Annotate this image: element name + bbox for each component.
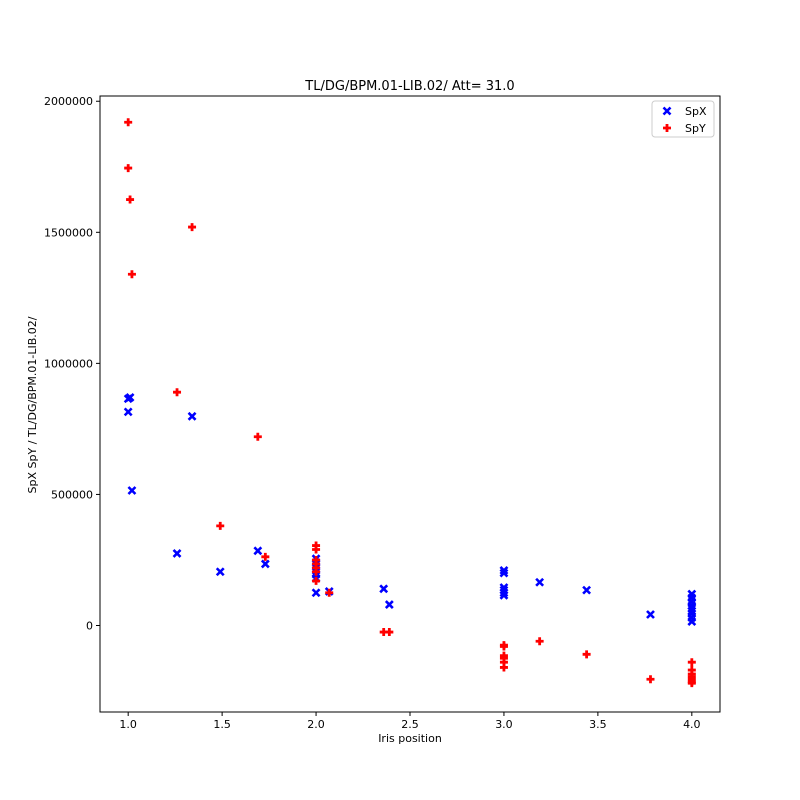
data-point-spy xyxy=(582,650,591,659)
data-point-spy xyxy=(687,679,696,688)
data-point-spy xyxy=(253,432,262,441)
data-point-spx xyxy=(499,590,509,600)
data-point-spx xyxy=(123,407,133,417)
x-tick-label: 2.0 xyxy=(307,718,325,731)
data-point-spy xyxy=(646,675,655,684)
data-point-spy xyxy=(499,663,508,672)
data-point-spy xyxy=(499,642,508,651)
data-point-spx xyxy=(646,610,655,619)
data-point-spy xyxy=(126,195,135,204)
data-point-spx xyxy=(172,548,182,558)
data-point-spy xyxy=(188,223,197,232)
series-spy xyxy=(124,118,696,688)
data-point-spx xyxy=(253,546,263,556)
data-point-spx xyxy=(125,393,135,402)
data-point-spx xyxy=(687,617,697,626)
y-tick-label: 1500000 xyxy=(44,226,93,239)
x-tick-label: 1.0 xyxy=(119,718,137,731)
legend-label-spx: SpX xyxy=(685,105,707,118)
data-point-spx xyxy=(379,584,389,594)
data-point-spy xyxy=(312,576,321,585)
series-spx xyxy=(123,393,697,626)
legend-marker-spx xyxy=(662,106,672,116)
data-marks xyxy=(123,118,697,688)
axes: 1.0 1.5 2.0 2.5 3.0 3.5 4.0 0 500000 1000000 15000… xyxy=(44,95,721,731)
data-point-spx xyxy=(311,588,321,598)
data-point-spx xyxy=(687,606,697,616)
data-point-spy xyxy=(124,164,133,173)
legend: SpX SpY xyxy=(651,100,715,138)
y-tick-label: 1000000 xyxy=(44,357,93,370)
x-tick-label: 4.0 xyxy=(683,718,701,731)
data-point-spx xyxy=(260,559,270,569)
x-tick-label: 3.0 xyxy=(495,718,513,731)
data-point-spx xyxy=(384,600,394,609)
data-point-spx xyxy=(499,568,509,578)
data-point-spy xyxy=(127,270,136,279)
data-point-spy xyxy=(312,567,321,576)
legend-marker-spy xyxy=(663,124,671,132)
data-point-spx xyxy=(582,585,592,595)
data-point-spy xyxy=(216,521,225,530)
data-point-spy xyxy=(385,628,394,637)
legend-label-spy: SpY xyxy=(685,122,706,135)
data-point-spx xyxy=(499,588,509,598)
x-tick-label: 1.5 xyxy=(213,718,231,731)
x-axis-label: Iris position xyxy=(378,732,442,745)
y-tick-label: 2000000 xyxy=(44,95,93,108)
data-point-spy xyxy=(173,388,182,397)
data-point-spy xyxy=(124,118,133,127)
data-point-spx xyxy=(187,411,197,421)
y-axis-label: SpX SpY / TL/DG/BPM.01-LIB.02/ xyxy=(26,316,39,493)
data-point-spy xyxy=(535,637,544,646)
y-tick-label: 500000 xyxy=(51,488,93,501)
data-point-spy xyxy=(261,552,270,561)
data-point-spx xyxy=(535,577,545,587)
x-tick-label: 2.5 xyxy=(401,718,419,731)
x-tick-label: 3.5 xyxy=(589,718,607,731)
data-point-spy xyxy=(312,545,321,554)
chart-title: TL/DG/BPM.01-LIB.02/ Att= 31.0 xyxy=(304,79,514,94)
data-point-spx xyxy=(215,567,225,577)
data-point-spx xyxy=(499,566,509,575)
data-point-spy xyxy=(325,588,334,597)
y-tick-label: 0 xyxy=(86,619,93,632)
data-point-spy xyxy=(687,658,696,667)
data-point-spx xyxy=(127,486,137,495)
